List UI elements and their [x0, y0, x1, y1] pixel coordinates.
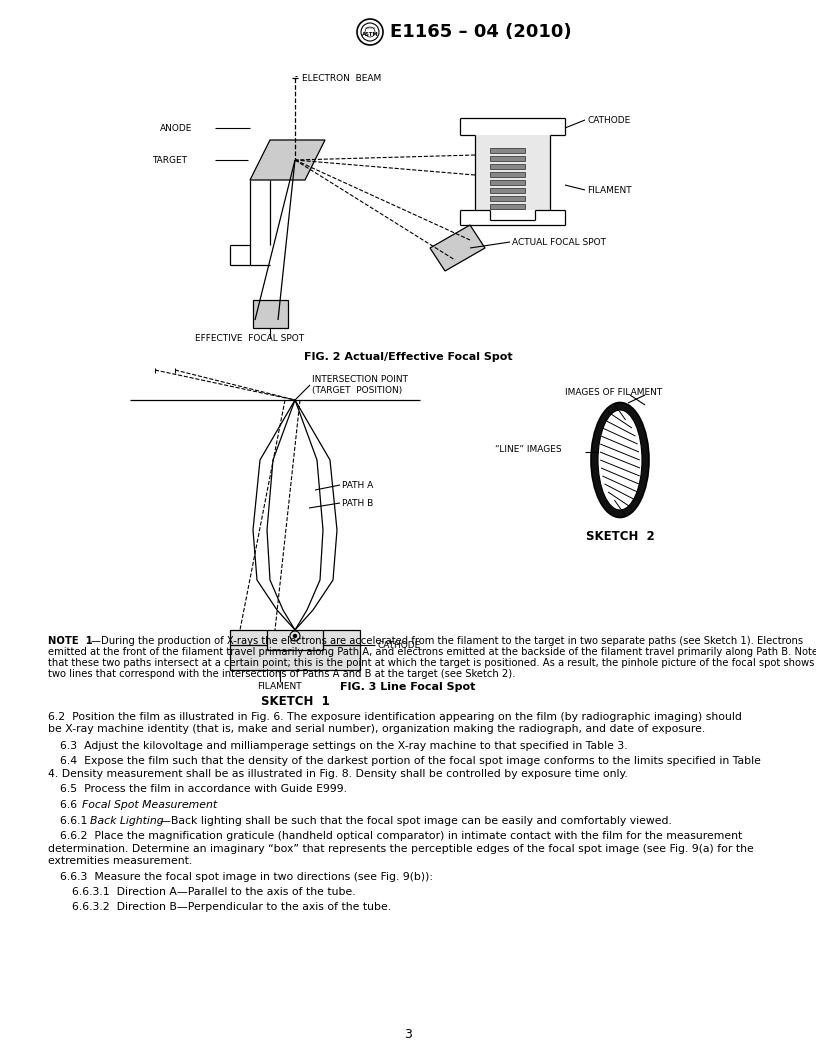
Bar — [490, 196, 525, 201]
Text: ====: ==== — [364, 26, 375, 30]
Text: be X-ray machine identity (that is, make and serial number), organization making: be X-ray machine identity (that is, make… — [48, 724, 705, 735]
Text: FILAMENT: FILAMENT — [257, 682, 302, 691]
Polygon shape — [250, 140, 325, 180]
Ellipse shape — [591, 402, 649, 517]
Text: extremities measurement.: extremities measurement. — [48, 856, 193, 866]
Text: 6.6.3.2  Direction B—Perpendicular to the axis of the tube.: 6.6.3.2 Direction B—Perpendicular to the… — [72, 903, 391, 912]
Text: FIG. 2 Actual/Effective Focal Spot: FIG. 2 Actual/Effective Focal Spot — [304, 352, 512, 362]
Text: SKETCH  1: SKETCH 1 — [260, 695, 330, 708]
Bar — [490, 156, 525, 161]
Bar — [490, 164, 525, 169]
Bar — [490, 172, 525, 177]
Text: Back Lighting: Back Lighting — [90, 815, 164, 826]
Bar — [490, 188, 525, 193]
Text: FILAMENT: FILAMENT — [587, 186, 632, 195]
Bar — [490, 164, 525, 169]
Text: that these two paths intersect at a certain point; this is the point at which th: that these two paths intersect at a cert… — [48, 658, 814, 668]
Text: 6.6.3.1  Direction A—Parallel to the axis of the tube.: 6.6.3.1 Direction A—Parallel to the axis… — [72, 887, 356, 897]
Text: (TARGET  POSITION): (TARGET POSITION) — [312, 386, 402, 395]
Text: ELECTRON  BEAM: ELECTRON BEAM — [302, 74, 381, 83]
Text: CATHODE: CATHODE — [587, 116, 630, 125]
Text: 3: 3 — [404, 1027, 412, 1041]
Bar — [490, 188, 525, 193]
Text: two lines that correspond with the intersections of Paths A and B at the target : two lines that correspond with the inter… — [48, 670, 516, 679]
Polygon shape — [430, 225, 485, 271]
Text: 6.5  Process the film in accordance with Guide E999.: 6.5 Process the film in accordance with … — [60, 785, 347, 794]
Text: E1165 – 04 (2010): E1165 – 04 (2010) — [390, 23, 572, 41]
Bar — [490, 172, 525, 177]
Text: PATH B: PATH B — [342, 499, 373, 508]
Text: 6.3  Adjust the kilovoltage and milliamperage settings on the X-ray machine to t: 6.3 Adjust the kilovoltage and milliampe… — [60, 741, 628, 751]
Bar — [490, 180, 525, 185]
Text: 6.4  Expose the film such that the density of the darkest portion of the focal s: 6.4 Expose the film such that the densit… — [60, 756, 761, 767]
Text: —Back lighting shall be such that the focal spot image can be easily and comfort: —Back lighting shall be such that the fo… — [160, 815, 672, 826]
Circle shape — [294, 635, 296, 638]
Text: :: : — [186, 800, 189, 810]
Bar — [490, 180, 525, 185]
Text: Focal Spot Measurement: Focal Spot Measurement — [82, 800, 217, 810]
Polygon shape — [253, 300, 288, 328]
Bar — [490, 196, 525, 201]
Text: CATHODE: CATHODE — [377, 641, 420, 650]
Text: 6.6.3  Measure the focal spot image in two directions (see Fig. 9(b)):: 6.6.3 Measure the focal spot image in tw… — [60, 871, 433, 882]
Bar — [490, 148, 525, 153]
Text: ANODE: ANODE — [160, 124, 193, 133]
Text: ASTM: ASTM — [361, 32, 379, 37]
Bar — [490, 204, 525, 209]
Bar — [490, 148, 525, 153]
Text: IMAGES OF FILAMENT: IMAGES OF FILAMENT — [565, 388, 663, 397]
Text: TARGET: TARGET — [152, 156, 187, 165]
Text: determination. Determine an imaginary “box” that represents the perceptible edge: determination. Determine an imaginary “b… — [48, 844, 754, 853]
Text: emitted at the front of the filament travel primarily along Path A, and electron: emitted at the front of the filament tra… — [48, 647, 816, 657]
Text: 6.6.1: 6.6.1 — [60, 815, 95, 826]
Text: ACTUAL FOCAL SPOT: ACTUAL FOCAL SPOT — [512, 238, 606, 247]
Text: EFFECTIVE  FOCAL SPOT: EFFECTIVE FOCAL SPOT — [195, 334, 304, 343]
Bar — [475, 135, 550, 210]
Text: FIG. 3 Line Focal Spot: FIG. 3 Line Focal Spot — [340, 682, 476, 692]
Ellipse shape — [598, 410, 642, 510]
Text: SKETCH  2: SKETCH 2 — [586, 530, 654, 543]
Text: 4. Density measurement shall be as illustrated in Fig. 8. Density shall be contr: 4. Density measurement shall be as illus… — [48, 769, 628, 779]
Text: “LINE” IMAGES: “LINE” IMAGES — [495, 445, 561, 454]
Text: —During the production of X-rays the electrons are accelerated from the filament: —During the production of X-rays the ele… — [91, 636, 803, 646]
Text: 6.2  Position the film as illustrated in Fig. 6. The exposure identification app: 6.2 Position the film as illustrated in … — [48, 712, 742, 722]
Bar — [230, 630, 360, 670]
Bar — [490, 156, 525, 161]
Text: NOTE  1: NOTE 1 — [48, 636, 93, 646]
Text: 6.6.2  Place the magnification graticule (handheld optical comparator) in intima: 6.6.2 Place the magnification graticule … — [60, 831, 743, 841]
Text: INTERSECTION POINT: INTERSECTION POINT — [312, 375, 408, 384]
Text: PATH A: PATH A — [342, 480, 373, 490]
Bar — [490, 204, 525, 209]
Text: 6.6: 6.6 — [60, 800, 84, 810]
